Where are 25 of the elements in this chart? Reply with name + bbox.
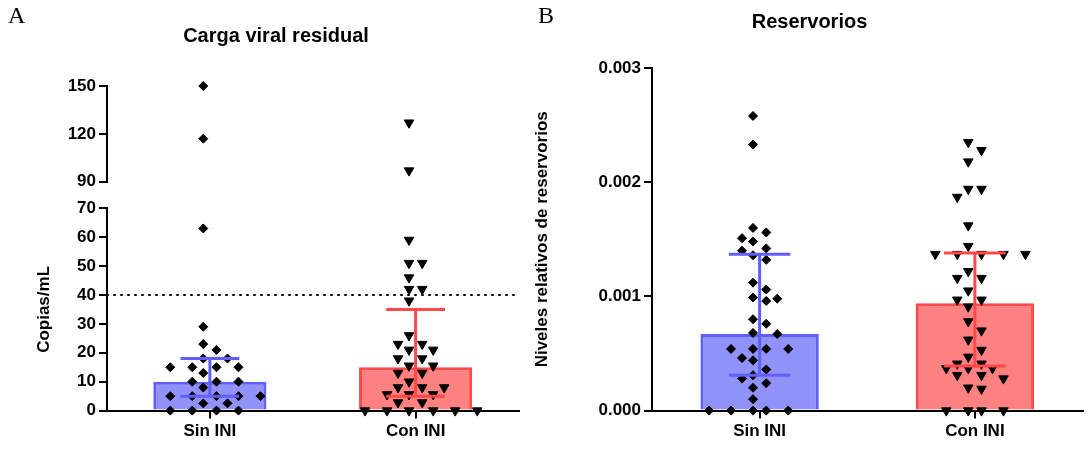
y-tick-label: 0: [86, 400, 96, 420]
x-tick-label: Sin INI: [183, 421, 237, 441]
y-tick-label: 20: [77, 342, 96, 362]
y-tick-label: 60: [77, 226, 96, 246]
y-tick-label: 50: [77, 255, 96, 275]
y-tick-label: 0.003: [598, 57, 641, 77]
text: A: [8, 2, 26, 29]
y-tick-label: 40: [77, 284, 96, 304]
y-tick-label: 70: [77, 197, 96, 217]
y-tick-label: 150: [67, 75, 96, 95]
y-tick-label: 30: [77, 313, 96, 333]
y-tick-label: 120: [67, 123, 96, 143]
x-tick-label: Sin INI: [733, 421, 787, 441]
y-tick-label: 10: [77, 371, 96, 391]
x-tick-label: Con INI: [945, 421, 1005, 441]
x-tick-label: Con INI: [385, 421, 446, 441]
y-tick-label: 0.002: [598, 171, 641, 191]
y-tick-label: 0.001: [598, 286, 641, 306]
y-axis-title: Niveles relativos de reservorios: [531, 111, 551, 368]
y-tick-label: 90: [77, 171, 96, 191]
chart-title: Carga viral residual: [183, 23, 369, 46]
y-tick-label: 0.000: [598, 400, 641, 420]
chart-title: Reservorios: [751, 9, 868, 32]
text: B: [538, 2, 555, 29]
y-axis-title: Copias/mL: [33, 265, 53, 353]
